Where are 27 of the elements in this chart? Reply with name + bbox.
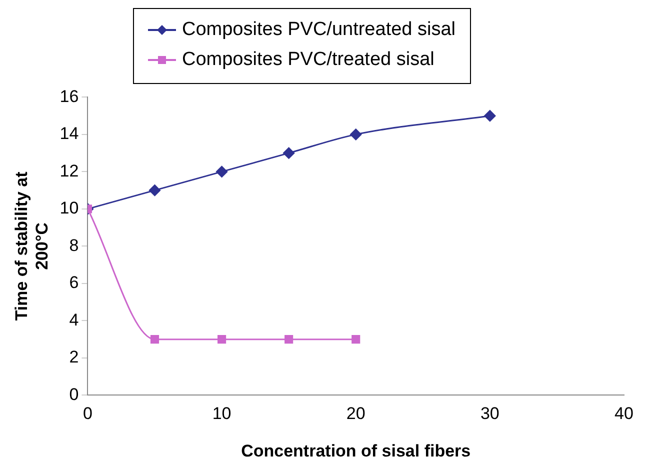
y-tick-label: 0 — [69, 384, 79, 404]
x-tick-label: 10 — [212, 404, 232, 424]
y-tick-label: 14 — [60, 124, 79, 144]
x-tick-label: 40 — [614, 404, 634, 424]
point — [216, 166, 228, 178]
legend-label: Composites PVC/untreated sisal — [182, 18, 456, 42]
x-tick-label: 20 — [346, 404, 366, 424]
point — [284, 335, 294, 344]
x-tick-label: 0 — [82, 404, 92, 424]
legend-label: Composites PVC/treated sisal — [182, 48, 434, 72]
point — [484, 110, 496, 122]
point — [352, 335, 360, 344]
x-axis-title: Concentration of sisal fibers — [241, 441, 471, 460]
point — [150, 335, 160, 344]
y-tick-label: 6 — [69, 273, 79, 292]
y-tick-label: 8 — [69, 236, 79, 255]
y-tick-label: 16 — [60, 86, 79, 106]
y-tick-label: 12 — [60, 161, 79, 180]
y-tick-label: 4 — [69, 310, 79, 330]
point — [350, 128, 362, 140]
y-tick-label: 2 — [69, 348, 79, 367]
point — [283, 147, 295, 159]
x-tick-label: 30 — [480, 404, 500, 424]
y-tick-label: 10 — [60, 198, 79, 218]
y-axis-title: Time of stability at 200°C — [12, 171, 52, 321]
point — [217, 335, 226, 344]
point — [148, 184, 160, 196]
